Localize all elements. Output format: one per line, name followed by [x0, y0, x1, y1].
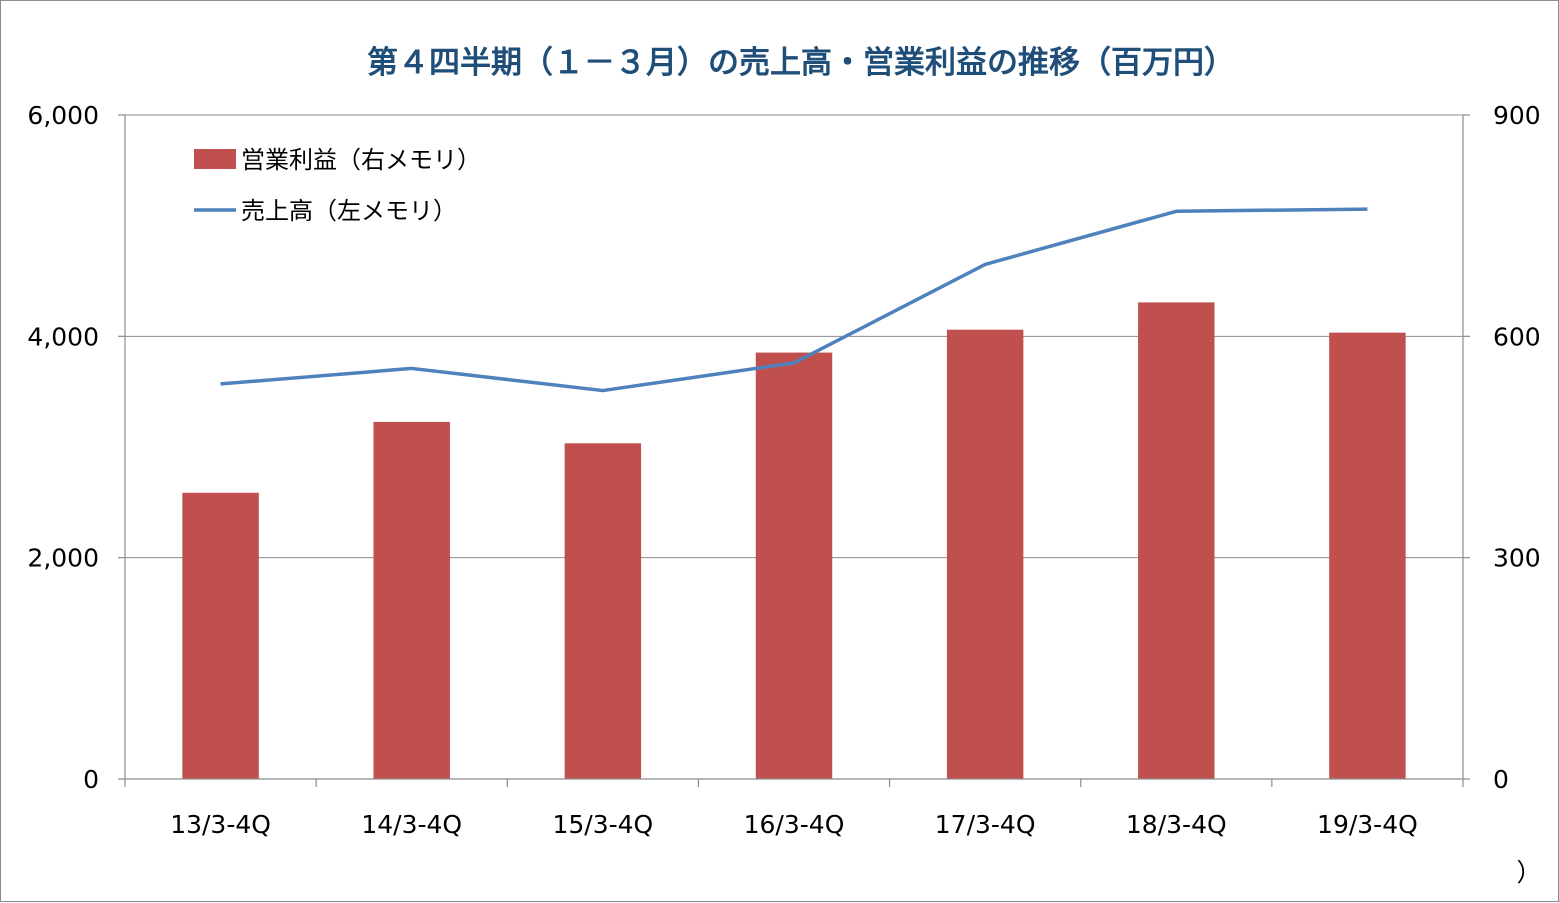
y-left-tick-label: 6,000	[27, 101, 99, 130]
bar-operating-profit	[565, 443, 641, 779]
chart-title: 第４四半期（１－３月）の売上高・営業利益の推移（百万円）	[367, 45, 1235, 81]
bar-operating-profit	[182, 493, 258, 779]
y-right-tick-label: 300	[1493, 544, 1541, 573]
x-tick-label: 15/3-4Q	[552, 810, 653, 839]
x-tick-label: 14/3-4Q	[361, 810, 462, 839]
y-left-tick-label: 0	[83, 765, 99, 794]
x-tick-label: 16/3-4Q	[744, 810, 845, 839]
bar-operating-profit	[947, 330, 1023, 779]
y-left-tick-label: 4,000	[27, 322, 99, 351]
legend: 営業利益（右メモリ） 売上高（左メモリ）	[194, 146, 481, 225]
y-right-tick-label: 600	[1493, 322, 1541, 351]
x-tick-label: 17/3-4Q	[935, 810, 1036, 839]
footnote: ）	[1516, 858, 1541, 887]
legend-label-sales: 売上高（左メモリ）	[241, 197, 457, 225]
y-right-tick-label: 0	[1493, 765, 1509, 794]
x-tick-label: 18/3-4Q	[1126, 810, 1227, 839]
bar-operating-profit	[1138, 302, 1214, 779]
legend-label-operating-profit: 営業利益（右メモリ）	[241, 146, 481, 174]
x-tick-label: 13/3-4Q	[170, 810, 271, 839]
y-right-tick-label: 900	[1493, 101, 1541, 130]
legend-swatch-operating-profit	[194, 149, 236, 169]
bar-operating-profit	[756, 353, 832, 779]
x-tick-label: 19/3-4Q	[1317, 810, 1418, 839]
y-left-tick-label: 2,000	[27, 544, 99, 573]
bar-operating-profit	[373, 422, 449, 779]
bar-operating-profit	[1329, 333, 1405, 779]
